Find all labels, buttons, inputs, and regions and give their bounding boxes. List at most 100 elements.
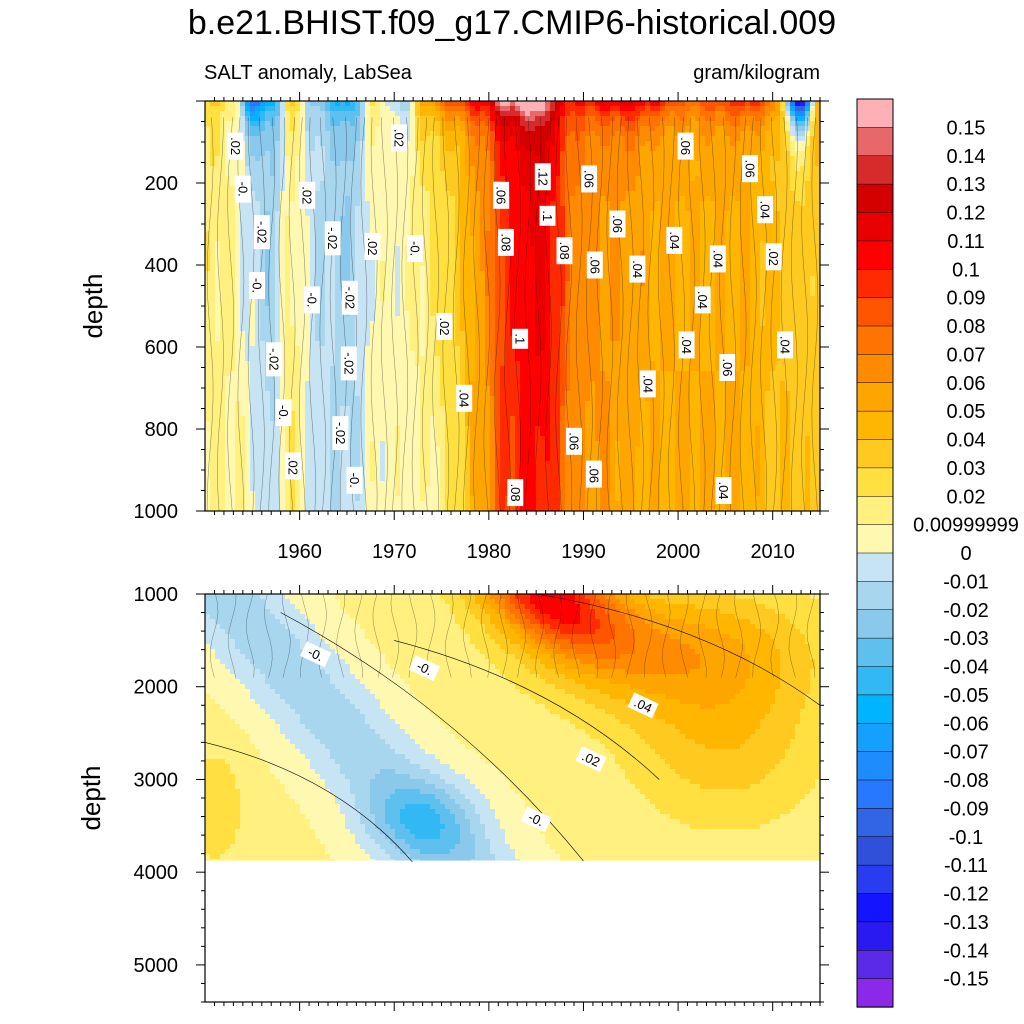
upper-field-cell <box>375 141 381 147</box>
upper-field-cell <box>325 366 331 372</box>
upper-field-cell <box>205 171 211 177</box>
upper-field-cell <box>215 381 221 387</box>
upper-field-cell <box>240 101 246 107</box>
upper-field-cell <box>480 156 486 162</box>
upper-field-cell <box>295 446 301 452</box>
upper-field-cell <box>495 336 501 342</box>
upper-field-cell <box>355 116 361 122</box>
upper-field-cell <box>490 286 496 292</box>
upper-field-cell <box>400 401 406 407</box>
upper-field-cell <box>265 271 271 277</box>
upper-field-cell <box>490 356 496 362</box>
upper-field-cell <box>235 496 241 502</box>
upper-field-cell <box>215 236 221 242</box>
upper-field-cell <box>465 131 471 137</box>
upper-field-cell <box>465 156 471 162</box>
upper-field-cell <box>205 461 211 467</box>
upper-field-cell <box>455 211 461 217</box>
upper-field-cell <box>335 286 341 292</box>
upper-field-cell <box>240 446 246 452</box>
upper-field-cell <box>320 416 326 422</box>
upper-field-cell <box>380 501 386 507</box>
upper-field-cell <box>255 361 261 367</box>
upper-field-cell <box>225 271 231 277</box>
upper-field-cell <box>395 506 401 511</box>
upper-field-cell <box>310 391 316 397</box>
upper-field-cell <box>330 141 336 147</box>
upper-field-cell <box>365 151 371 157</box>
upper-field-cell <box>495 161 501 167</box>
upper-field-cell <box>230 406 236 412</box>
upper-field-cell <box>250 346 256 352</box>
upper-field-cell <box>315 396 321 402</box>
upper-field-cell <box>275 246 281 252</box>
upper-field-cell <box>305 481 311 487</box>
upper-field-cell <box>340 201 346 207</box>
upper-field-cell <box>410 296 416 302</box>
upper-field-cell <box>345 146 351 152</box>
upper-field-cell <box>215 376 221 382</box>
upper-field-cell <box>205 411 211 417</box>
upper-field-cell <box>340 506 346 511</box>
upper-field-cell <box>290 401 296 407</box>
upper-field-cell <box>480 216 486 222</box>
upper-field-cell <box>315 236 321 242</box>
upper-field-cell <box>325 306 331 312</box>
upper-field-cell <box>405 276 411 282</box>
upper-field-cell <box>395 156 401 162</box>
upper-field-cell <box>300 366 306 372</box>
upper-field-cell <box>335 361 341 367</box>
upper-field-cell <box>450 161 456 167</box>
upper-field-cell <box>390 101 396 107</box>
upper-field-cell <box>285 231 291 237</box>
upper-field-cell <box>205 216 211 222</box>
upper-field-cell <box>210 386 216 392</box>
upper-field-cell <box>480 291 486 297</box>
upper-field-cell <box>425 146 431 152</box>
upper-field-cell <box>495 291 501 297</box>
upper-field-cell <box>375 131 381 137</box>
upper-field-cell <box>380 266 386 272</box>
upper-field-cell <box>460 321 466 327</box>
upper-field-cell <box>280 261 286 267</box>
upper-field-cell <box>355 321 361 327</box>
upper-field-cell <box>295 326 301 332</box>
upper-field-cell <box>385 136 391 142</box>
upper-field-cell <box>385 326 391 332</box>
upper-field-cell <box>440 176 446 182</box>
upper-field-cell <box>320 376 326 382</box>
upper-field-cell <box>320 331 326 337</box>
upper-field-cell <box>430 306 436 312</box>
upper-field-cell <box>355 186 361 192</box>
upper-field-cell <box>315 106 321 112</box>
upper-field-cell <box>225 486 231 492</box>
upper-field-cell <box>465 191 471 197</box>
upper-field-cell <box>450 356 456 362</box>
upper-field-cell <box>235 221 241 227</box>
upper-field-cell <box>250 306 256 312</box>
upper-field-cell <box>465 481 471 487</box>
upper-field-cell <box>350 151 356 157</box>
upper-field-cell <box>435 176 441 182</box>
upper-field-cell <box>405 456 411 462</box>
upper-field-cell <box>320 226 326 232</box>
upper-field-cell <box>390 436 396 442</box>
upper-field-cell <box>355 341 361 347</box>
upper-field-cell <box>305 431 311 437</box>
upper-field-cell <box>355 141 361 147</box>
upper-field-cell <box>355 191 361 197</box>
upper-field-cell <box>400 381 406 387</box>
upper-field-cell <box>480 371 486 377</box>
upper-field-cell <box>295 151 301 157</box>
upper-field-cell <box>400 286 406 292</box>
upper-field-cell <box>400 356 406 362</box>
upper-field-cell <box>250 166 256 172</box>
upper-field-cell <box>450 416 456 422</box>
upper-field-cell <box>455 426 461 432</box>
upper-field-cell <box>325 276 331 282</box>
upper-field-cell <box>225 381 231 387</box>
upper-field-cell <box>345 391 351 397</box>
upper-field-cell <box>240 326 246 332</box>
upper-field-cell <box>370 501 376 507</box>
upper-field-cell <box>390 166 396 172</box>
